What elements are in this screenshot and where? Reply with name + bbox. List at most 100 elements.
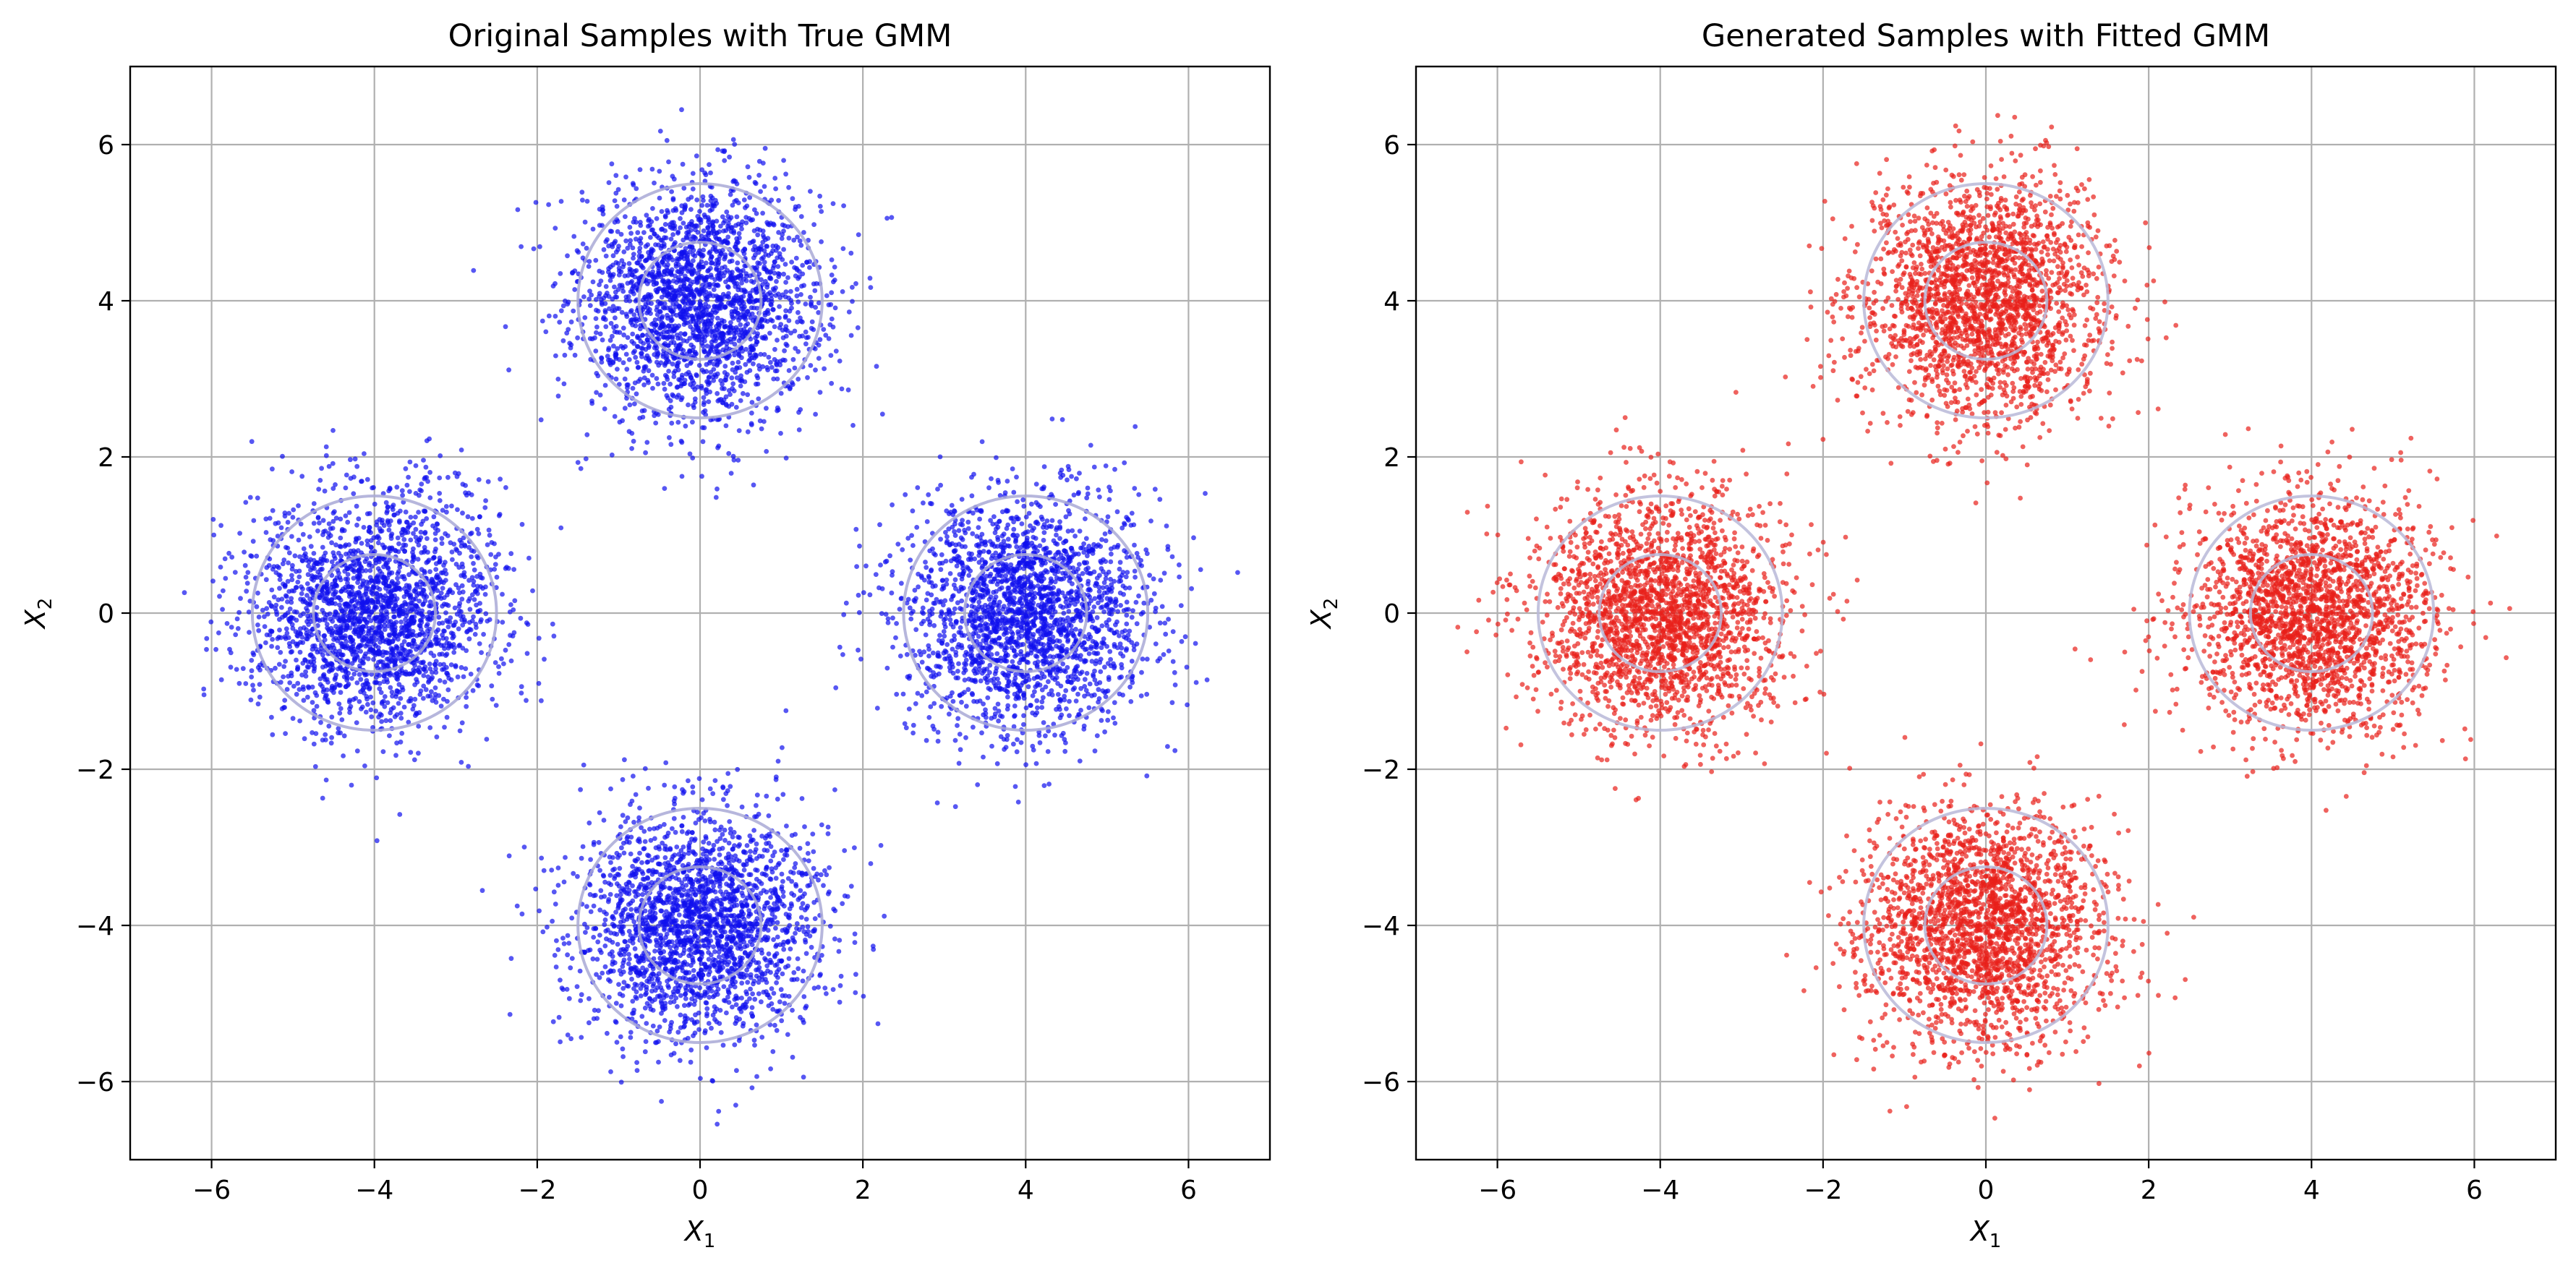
scatter-point (294, 585, 299, 590)
scatter-point (428, 603, 434, 609)
scatter-point (679, 372, 685, 378)
scatter-point (275, 564, 280, 569)
scatter-point (699, 202, 705, 208)
scatter-point (617, 419, 623, 425)
scatter-point (306, 633, 312, 639)
scatter-point (709, 184, 715, 190)
scatter-point (817, 337, 823, 343)
cluster-points (471, 107, 895, 500)
scatter-point (889, 590, 895, 596)
scatter-point (660, 288, 666, 293)
scatter-point (708, 265, 713, 271)
scatter-point (614, 204, 620, 209)
scatter-point (798, 214, 804, 219)
scatter-point (686, 197, 691, 202)
scatter-point (743, 317, 749, 322)
scatter-point (182, 590, 187, 596)
scatter-point (641, 230, 647, 235)
scatter-point (731, 178, 737, 184)
scatter-point (538, 417, 544, 423)
scatter-point (1054, 706, 1059, 712)
scatter-point (731, 388, 737, 393)
scatter-point (584, 432, 590, 437)
scatter-point (256, 628, 262, 633)
scatter-point (460, 589, 466, 595)
scatter-point (489, 540, 495, 545)
scatter-point (752, 207, 757, 213)
scatter-point (425, 536, 430, 542)
scatter-point (432, 549, 438, 555)
scatter-point (643, 450, 648, 455)
scatter-point (411, 546, 416, 552)
scatter-point (668, 398, 673, 403)
scatter-point (745, 429, 751, 435)
scatter-point (395, 535, 401, 541)
scatter-point (630, 322, 635, 328)
scatter-point (816, 309, 822, 315)
scatter-point (686, 224, 691, 229)
scatter-point (612, 198, 618, 203)
scatter-point (402, 528, 408, 534)
scatter-point (470, 688, 476, 693)
scatter-point (297, 649, 303, 655)
scatter-point (344, 552, 349, 557)
scatter-point (459, 448, 464, 453)
scatter-point (636, 276, 642, 282)
scatter-point (623, 312, 629, 317)
scatter-point (414, 539, 419, 544)
scatter-point (393, 643, 399, 649)
scatter-point (641, 341, 647, 346)
scatter-point (637, 326, 643, 332)
scatter-point (432, 662, 438, 667)
scatter-point (373, 709, 379, 714)
scatter-point (392, 512, 397, 518)
scatter-point (796, 409, 801, 415)
scatter-point (329, 630, 335, 636)
scatter-point (781, 247, 786, 252)
scatter-point (334, 682, 340, 687)
scatter-point (711, 361, 717, 367)
scatter-point (388, 591, 393, 596)
scatter-point (824, 293, 829, 299)
scatter-point (1078, 671, 1083, 677)
scatter-point (453, 562, 459, 567)
scatter-point (708, 193, 714, 199)
scatter-point (471, 614, 476, 620)
scatter-point (631, 312, 637, 317)
scatter-point (228, 664, 234, 670)
scatter-point (624, 367, 630, 372)
scatter-point (411, 596, 417, 602)
scatter-point (673, 368, 678, 374)
scatter-point (311, 521, 317, 526)
scatter-point (774, 368, 780, 374)
scatter-point (448, 615, 453, 620)
scatter-point (751, 482, 756, 488)
scatter-point (285, 610, 291, 615)
scatter-point (600, 211, 606, 217)
scatter-point (729, 401, 735, 407)
scatter-point (706, 399, 712, 404)
scatter-point (438, 703, 444, 709)
scatter-point (694, 223, 700, 229)
scatter-point (723, 401, 729, 407)
scatter-point (442, 724, 447, 730)
scatter-point (242, 549, 247, 555)
scatter-point (670, 301, 676, 307)
scatter-point (247, 495, 253, 500)
scatter-point (416, 750, 421, 756)
scatter-point (1033, 500, 1039, 505)
scatter-point (623, 174, 628, 180)
scatter-point (803, 341, 809, 347)
scatter-point (741, 197, 747, 202)
scatter-point (437, 498, 443, 503)
scatter-point (380, 749, 386, 754)
scatter-point (374, 519, 380, 525)
scatter-point (453, 663, 459, 668)
scatter-point (414, 582, 419, 588)
scatter-point (619, 309, 625, 315)
scatter-point (696, 314, 701, 320)
scatter-point (336, 701, 342, 707)
scatter-point (777, 304, 782, 309)
scatter-point (404, 589, 409, 595)
scatter-point (652, 413, 657, 419)
